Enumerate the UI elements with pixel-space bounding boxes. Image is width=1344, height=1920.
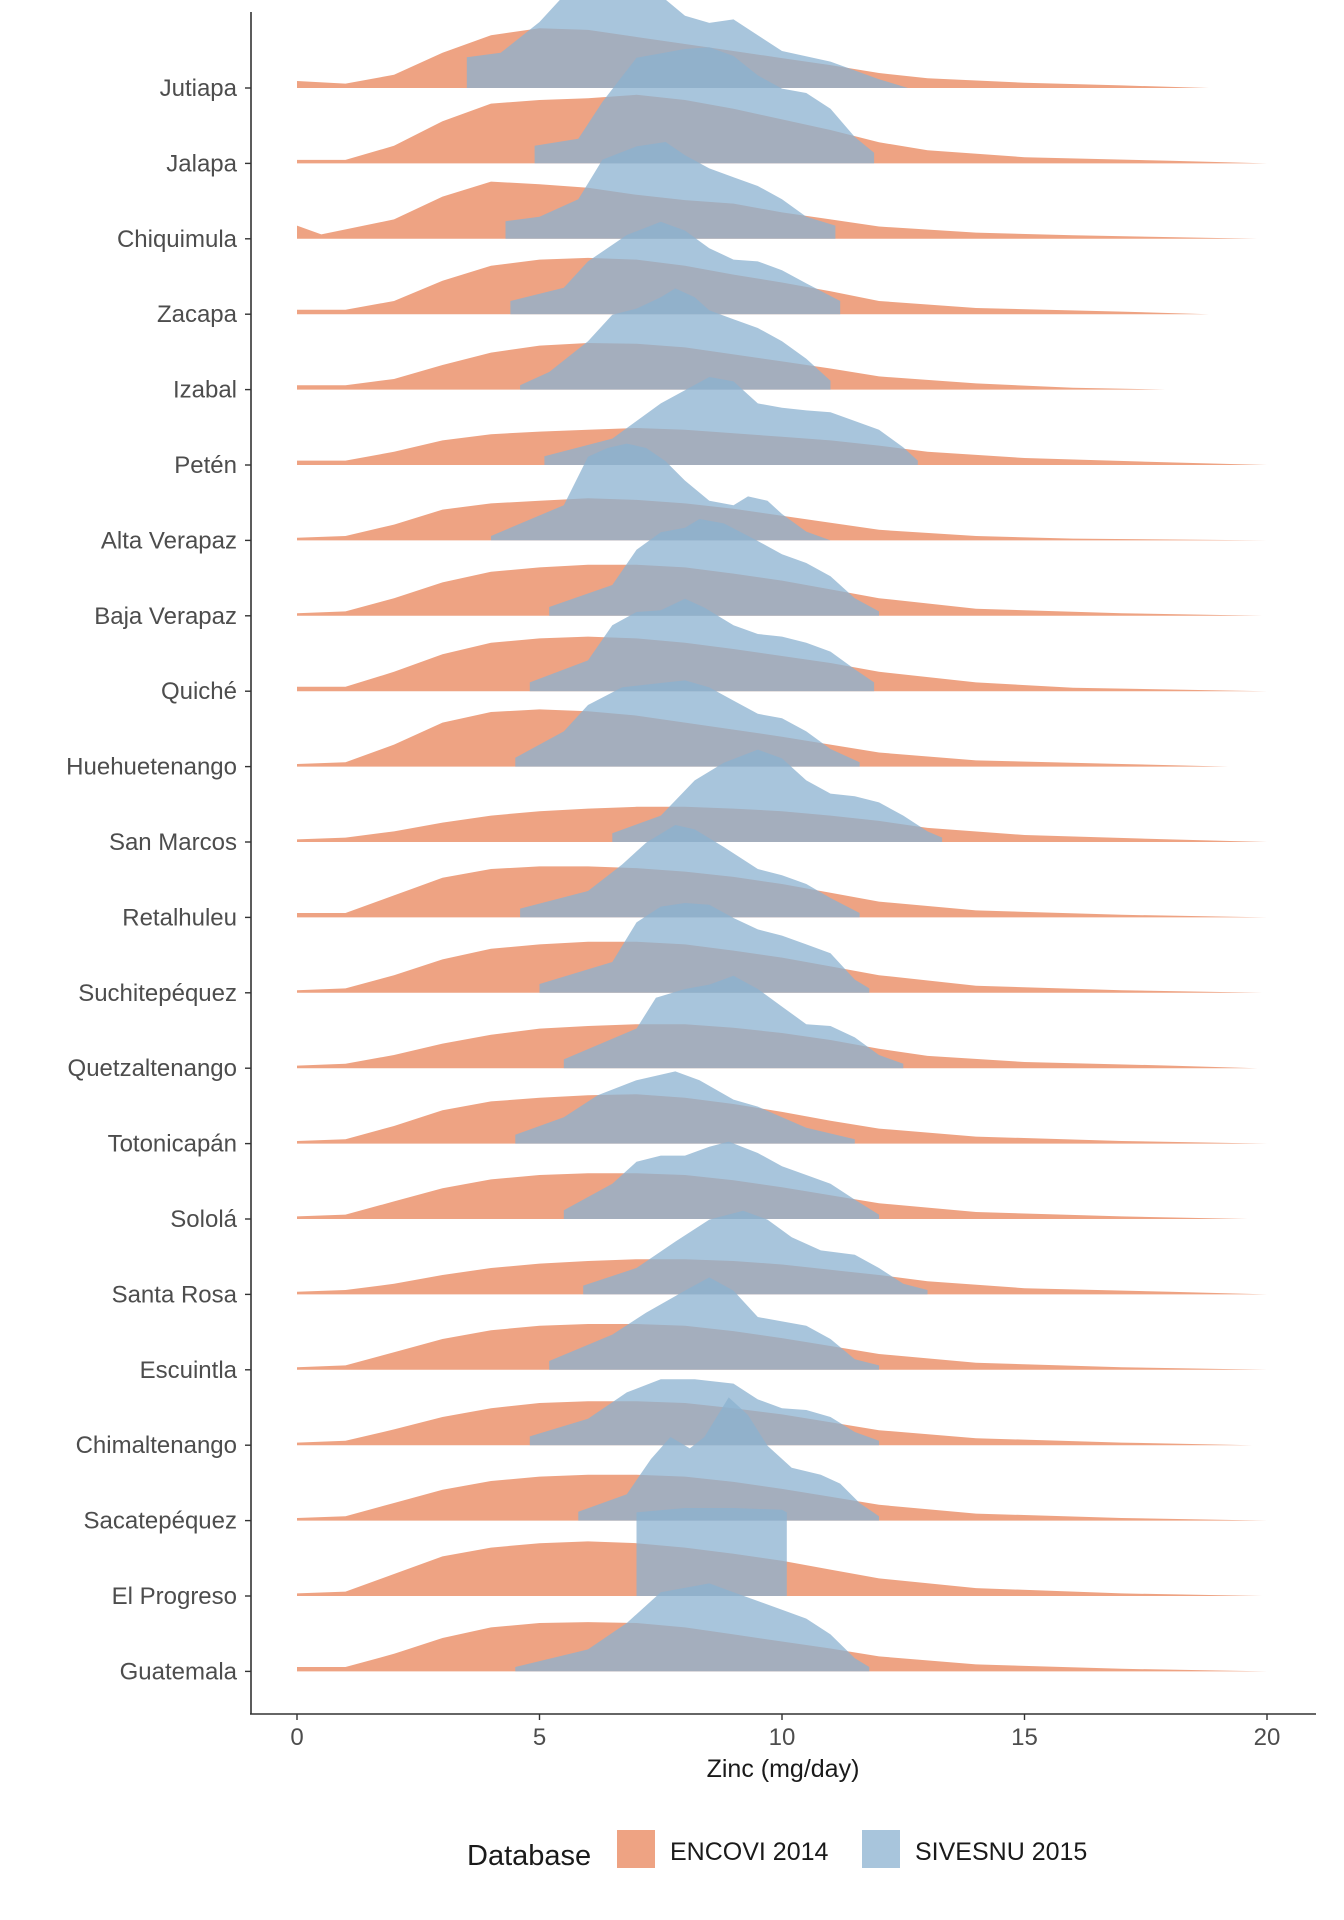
region-label-retalhuleu: Retalhuleu <box>122 904 237 931</box>
region-label-quetzaltenango: Quetzaltenango <box>68 1055 237 1082</box>
region-label-jalapa: Jalapa <box>166 150 237 177</box>
region-label-peten: Petén <box>174 452 237 479</box>
region-label-santa-rosa: Santa Rosa <box>112 1281 238 1308</box>
region-label-totonicapan: Totonicapán <box>108 1131 237 1158</box>
x-axis-title: Zinc (mg/day) <box>707 1755 860 1783</box>
density-sivesnu-chiquimula <box>505 142 836 239</box>
density-sivesnu-chimaltenango <box>529 1379 879 1446</box>
region-label-chimaltenango: Chimaltenango <box>76 1432 237 1459</box>
density-sivesnu-solola <box>563 1141 879 1219</box>
x-tick-label-10: 10 <box>769 1724 796 1751</box>
density-sivesnu-sacatepequez <box>578 1397 879 1521</box>
density-sivesnu-quetzaltenango <box>563 975 904 1069</box>
legend: Database ENCOVI 2014 SIVESNU 2015 <box>467 1830 1087 1872</box>
density-sivesnu-huehuetenango <box>515 680 860 767</box>
region-label-alta-verapaz: Alta Verapaz <box>101 527 237 554</box>
legend-label-sivesnu: SIVESNU 2015 <box>915 1838 1087 1866</box>
region-label-san-marcos: San Marcos <box>109 829 237 856</box>
region-label-zacapa: Zacapa <box>157 301 238 328</box>
density-sivesnu-peten <box>544 377 918 465</box>
legend-swatch-sivesnu <box>862 1830 900 1868</box>
legend-swatch-encovi <box>617 1830 655 1868</box>
density-sivesnu-alta-verapaz <box>491 443 831 541</box>
region-label-huehuetenango: Huehuetenango <box>66 754 237 781</box>
region-label-el-progreso: El Progreso <box>112 1583 237 1610</box>
region-label-izabal: Izabal <box>173 377 237 404</box>
region-label-solola: Sololá <box>170 1206 237 1233</box>
x-tick-label-0: 0 <box>290 1724 303 1751</box>
density-sivesnu-quiche <box>529 598 875 692</box>
region-label-chiquimula: Chiquimula <box>117 226 238 253</box>
region-label-quiche: Quiché <box>161 678 237 705</box>
density-sivesnu-guatemala <box>515 1583 870 1672</box>
region-label-escuintla: Escuintla <box>140 1357 238 1384</box>
density-sivesnu-santa-rosa <box>583 1210 928 1295</box>
density-sivesnu-san-marcos <box>612 749 943 842</box>
density-sivesnu-totonicapan <box>515 1071 855 1144</box>
legend-label-encovi: ENCOVI 2014 <box>670 1838 829 1866</box>
density-sivesnu-baja-verapaz <box>549 519 879 616</box>
density-sivesnu-suchitepequez <box>539 903 870 993</box>
x-tick-label-15: 15 <box>1011 1724 1038 1751</box>
density-sivesnu-zacapa <box>510 221 841 315</box>
region-label-guatemala: Guatemala <box>120 1658 238 1685</box>
density-sivesnu-izabal <box>520 288 831 390</box>
region-label-baja-verapaz: Baja Verapaz <box>94 603 237 630</box>
density-sivesnu-el-progreso <box>636 1508 787 1596</box>
density-sivesnu-escuintla <box>549 1277 879 1370</box>
density-sivesnu-jutiapa <box>466 0 909 88</box>
density-sivesnu-retalhuleu <box>520 825 860 918</box>
region-label-sacatepequez: Sacatepéquez <box>84 1508 237 1535</box>
region-label-suchitepequez: Suchitepéquez <box>78 980 237 1007</box>
density-sivesnu-jalapa <box>534 47 875 164</box>
legend-title: Database <box>467 1840 591 1872</box>
region-label-jutiapa: Jutiapa <box>160 75 238 102</box>
x-tick-label-20: 20 <box>1254 1724 1281 1751</box>
x-tick-label-5: 5 <box>533 1724 546 1751</box>
